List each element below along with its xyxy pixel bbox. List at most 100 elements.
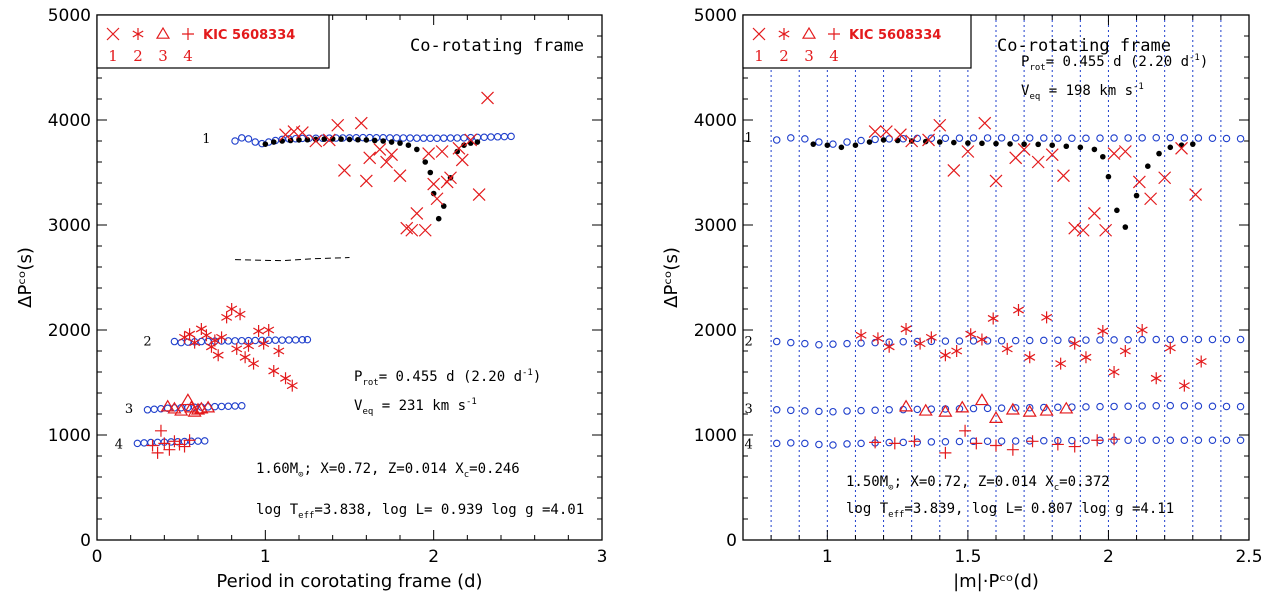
rotation-period-label-part: ) <box>1200 54 1208 70</box>
point-observed-1 <box>893 128 907 142</box>
point-model-1 <box>426 134 435 143</box>
point-model-2 <box>285 336 293 344</box>
point-model-1 <box>801 135 809 143</box>
point-model-3 <box>1166 401 1175 410</box>
point-model-1-dots <box>338 136 344 142</box>
point-model-4 <box>941 437 950 446</box>
point-model-1-dots <box>1035 141 1041 148</box>
point-model-3 <box>143 406 152 414</box>
point-observed-2 <box>1150 372 1162 385</box>
point-model-1-dots <box>461 142 467 148</box>
point-model-1-dots <box>1167 144 1174 151</box>
point-model-1-dots <box>1007 141 1013 147</box>
point-observed-2 <box>872 332 884 345</box>
right-panel: 0 1000 2000 3000 4000 5000 1 1.5 2 2.5 |m|·Pᶜᵒ(d) Δ… <box>661 6 1263 592</box>
point-model-2 <box>772 337 781 346</box>
point-observed-2 <box>1178 379 1190 392</box>
model-parameters-label-part: 1.50M <box>846 474 888 490</box>
point-observed-1 <box>452 141 466 155</box>
point-observed-3 <box>190 402 206 415</box>
equatorial-velocity-label: Veq = 231 km s-1 <box>354 397 477 417</box>
point-model-1 <box>927 134 936 143</box>
point-observed-2 <box>253 325 265 338</box>
point-model-2 <box>1138 335 1146 344</box>
point-model-2 <box>1152 335 1160 344</box>
point-observed-2 <box>243 339 254 352</box>
series-model-1-dots <box>810 137 1196 230</box>
point-model-3 <box>772 406 781 414</box>
point-model-1 <box>1138 134 1146 142</box>
point-model-1 <box>392 134 401 142</box>
rotation-period-label: Prot= 0.455 d (2.20 d-1) <box>354 368 541 388</box>
point-observed-2 <box>1195 355 1207 368</box>
point-model-1 <box>983 134 992 142</box>
legend-number: 1 <box>754 47 764 65</box>
point-model-1 <box>1222 134 1231 143</box>
y-axis-label: ΔPᶜᵒ(s) <box>661 247 682 308</box>
point-observed-1 <box>1017 142 1031 156</box>
point-observed-1 <box>359 174 373 188</box>
point-model-1-dots <box>1049 142 1056 148</box>
legend-marker-plus <box>182 28 194 40</box>
y-tick-label: 2000 <box>48 321 91 341</box>
legend-number: 3 <box>158 47 168 65</box>
point-model-1 <box>419 134 428 142</box>
y-axis-label: ΔPᶜᵒ(s) <box>15 247 36 308</box>
point-model-3 <box>150 405 158 414</box>
model-parameters-label-part: ⊙ <box>888 483 893 493</box>
point-model-1-dots <box>1156 150 1162 157</box>
point-model-1-dots <box>1114 207 1120 214</box>
series-observed-4 <box>146 424 196 459</box>
point-observed-1 <box>427 177 441 191</box>
point-model-3 <box>217 402 226 411</box>
point-model-4 <box>153 438 162 447</box>
point-observed-4 <box>1051 438 1064 451</box>
point-model-1 <box>440 134 448 142</box>
model-parameters-label-part: ; X=0.72, Z=0.014 X <box>894 474 1055 490</box>
point-model-1-dots <box>1189 141 1196 147</box>
point-model-1-dots <box>304 136 311 143</box>
point-model-1-dots <box>852 142 859 148</box>
point-observed-2 <box>212 349 224 362</box>
legend-marker-star <box>778 28 790 40</box>
point-observed-1 <box>1118 145 1132 158</box>
point-observed-1 <box>338 163 351 177</box>
point-model-1 <box>399 134 408 142</box>
point-observed-1 <box>322 133 336 147</box>
point-observed-4 <box>154 424 167 437</box>
point-model-4 <box>1124 436 1132 444</box>
point-model-1 <box>1068 134 1076 143</box>
point-observed-3 <box>1022 404 1037 417</box>
point-observed-4 <box>888 437 901 450</box>
point-model-4 <box>1166 436 1175 444</box>
point-model-3 <box>1110 402 1118 411</box>
point-observed-1 <box>1031 155 1045 169</box>
stellar-parameters-label-part: eff <box>888 510 904 520</box>
point-model-3 <box>969 404 978 413</box>
point-model-4 <box>133 439 142 448</box>
point-observed-4 <box>869 436 882 449</box>
point-observed-1 <box>947 163 961 177</box>
point-observed-1 <box>1076 223 1090 237</box>
point-observed-3 <box>167 401 182 414</box>
point-observed-1 <box>405 223 419 237</box>
point-model-2 <box>1110 336 1118 344</box>
point-model-1-dots <box>866 139 873 145</box>
point-model-1-dots <box>454 148 461 155</box>
point-model-1-dots <box>296 137 302 143</box>
point-observed-2 <box>1097 325 1109 338</box>
point-model-1 <box>955 134 964 142</box>
point-observed-1 <box>1057 169 1070 183</box>
point-observed-4 <box>158 437 171 450</box>
point-observed-1 <box>961 145 975 158</box>
point-model-4 <box>1138 436 1146 444</box>
point-model-4 <box>1180 436 1189 444</box>
point-observed-2 <box>965 328 977 341</box>
point-model-3 <box>231 402 239 410</box>
point-observed-2 <box>273 345 285 357</box>
point-observed-4 <box>1068 440 1081 453</box>
point-model-4 <box>140 439 148 447</box>
legend-star-name: KIC 5608334 <box>849 28 941 43</box>
series-observed-1 <box>868 116 1203 237</box>
point-model-2 <box>1054 336 1062 345</box>
